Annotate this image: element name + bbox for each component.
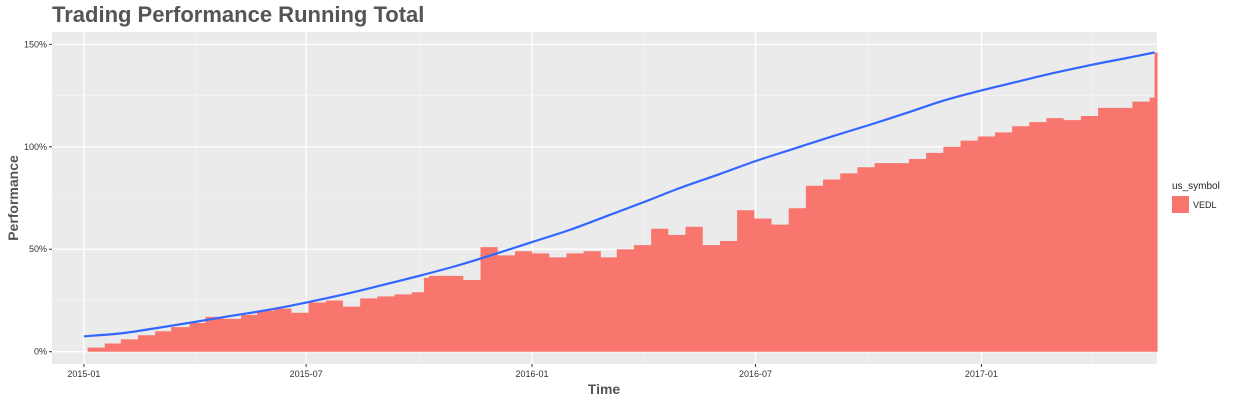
axis-ticks: [49, 43, 982, 367]
legend-swatch-vedl: [1172, 196, 1189, 213]
legend-label-vedl: VEDL: [1193, 200, 1217, 210]
y-tick-label-0: 0%: [34, 347, 47, 357]
trend-line: [83, 51, 1155, 338]
x-tick-label-3: 2016-07: [739, 369, 772, 379]
x-tick-label-4: 2017-01: [965, 369, 998, 379]
area-vedl: [83, 52, 1158, 352]
chart-title: Trading Performance Running Total: [52, 2, 425, 27]
x-axis-title: Time: [588, 381, 621, 397]
y-tick-label-3: 150%: [24, 39, 47, 49]
x-tick-label-2: 2016-01: [516, 369, 549, 379]
y-tick-label-2: 100%: [24, 142, 47, 152]
x-tick-label-1: 2015-07: [290, 369, 323, 379]
y-axis-title: Performance: [5, 155, 21, 241]
y-tick-label-1: 50%: [29, 244, 47, 254]
line-layer: [83, 51, 1155, 338]
area-layer: [83, 52, 1158, 352]
x-tick-labels: 2015-01 2015-07 2016-01 2016-07 2017-01: [67, 369, 998, 379]
legend: us_symbol VEDL: [1172, 181, 1220, 213]
legend-title: us_symbol: [1172, 181, 1220, 192]
y-tick-labels: 0% 50% 100% 150%: [24, 39, 47, 356]
x-tick-label-0: 2015-01: [67, 369, 100, 379]
